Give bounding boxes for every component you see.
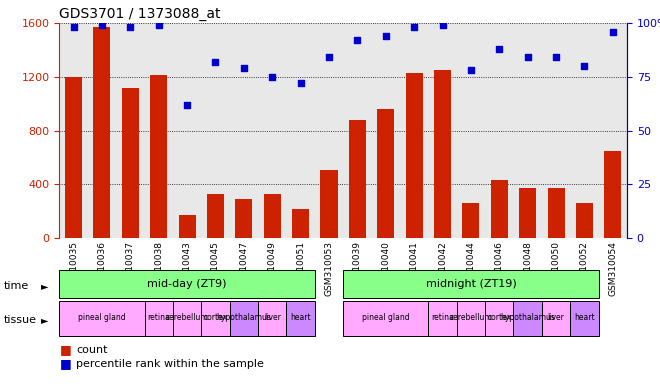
Text: cerebellum: cerebellum [449, 313, 492, 323]
Point [380, 33, 391, 39]
Point [323, 55, 334, 61]
Text: percentile rank within the sample: percentile rank within the sample [76, 359, 264, 369]
Text: mid-day (ZT9): mid-day (ZT9) [147, 278, 227, 288]
Point [466, 67, 477, 73]
Point [182, 102, 193, 108]
FancyBboxPatch shape [485, 301, 513, 336]
Text: tissue: tissue [3, 315, 36, 325]
Point [438, 22, 448, 28]
Bar [434, 70, 451, 238]
Point [210, 59, 220, 65]
Text: hypothalamus: hypothalamus [500, 313, 555, 323]
Text: retina: retina [147, 313, 170, 323]
Bar [519, 188, 536, 238]
Point [523, 55, 533, 61]
Text: midnight (ZT19): midnight (ZT19) [426, 278, 516, 288]
Bar [236, 199, 252, 238]
Bar [65, 77, 82, 238]
FancyBboxPatch shape [145, 301, 173, 336]
Bar [264, 194, 280, 238]
Bar [179, 215, 195, 238]
Text: retina: retina [431, 313, 454, 323]
FancyBboxPatch shape [286, 301, 315, 336]
Point [494, 46, 505, 52]
Bar [122, 88, 139, 238]
FancyBboxPatch shape [428, 301, 457, 336]
FancyBboxPatch shape [258, 301, 286, 336]
FancyBboxPatch shape [201, 301, 230, 336]
Text: heart: heart [290, 313, 311, 323]
Text: liver: liver [264, 313, 280, 323]
FancyBboxPatch shape [513, 301, 542, 336]
FancyBboxPatch shape [542, 301, 570, 336]
Point [409, 24, 420, 30]
Bar [292, 209, 309, 238]
Point [153, 22, 164, 28]
FancyBboxPatch shape [457, 301, 485, 336]
FancyBboxPatch shape [343, 301, 428, 336]
Point [579, 63, 590, 69]
Bar [576, 203, 593, 238]
Point [267, 74, 277, 80]
Bar [321, 170, 337, 238]
Point [69, 24, 79, 30]
Text: cortex: cortex [203, 313, 228, 323]
Text: pineal gland: pineal gland [78, 313, 126, 323]
Bar [378, 109, 394, 238]
Text: cerebellum: cerebellum [166, 313, 209, 323]
Bar [605, 151, 621, 238]
FancyBboxPatch shape [343, 270, 599, 298]
Point [239, 65, 249, 71]
Point [608, 28, 618, 35]
Text: pineal gland: pineal gland [362, 313, 410, 323]
Point [551, 55, 562, 61]
FancyBboxPatch shape [230, 301, 258, 336]
Bar [406, 73, 422, 238]
Bar [548, 188, 564, 238]
FancyBboxPatch shape [59, 301, 145, 336]
Point [125, 24, 136, 30]
Text: hypothalamus: hypothalamus [216, 313, 271, 323]
Text: ■: ■ [59, 357, 71, 370]
Bar [94, 27, 110, 238]
FancyBboxPatch shape [59, 270, 315, 298]
Text: liver: liver [548, 313, 564, 323]
Text: cortex: cortex [487, 313, 512, 323]
Bar [491, 180, 508, 238]
Bar [207, 194, 224, 238]
FancyBboxPatch shape [570, 301, 599, 336]
Point [352, 37, 363, 43]
FancyBboxPatch shape [173, 301, 201, 336]
Text: ■: ■ [59, 343, 71, 356]
Text: GDS3701 / 1373088_at: GDS3701 / 1373088_at [59, 7, 221, 21]
Text: time: time [3, 281, 28, 291]
Text: heart: heart [574, 313, 595, 323]
Point [96, 22, 107, 28]
Bar [150, 75, 167, 238]
Text: ►: ► [41, 315, 48, 325]
Point [296, 80, 306, 86]
Bar [349, 120, 366, 238]
Bar [463, 203, 479, 238]
Text: ►: ► [41, 281, 48, 291]
Text: count: count [76, 345, 108, 355]
